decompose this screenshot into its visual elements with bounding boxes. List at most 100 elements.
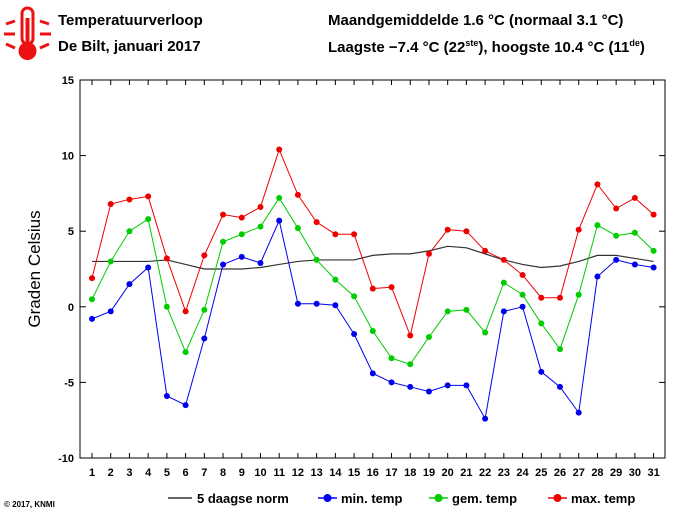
data-point xyxy=(89,315,95,322)
data-point xyxy=(351,231,358,238)
data-point xyxy=(500,308,507,315)
data-point xyxy=(500,279,507,286)
data-point xyxy=(575,291,582,298)
chart-subtitle: De Bilt, januari 2017 xyxy=(58,38,201,55)
data-point xyxy=(163,255,170,262)
legend-swatch-marker xyxy=(434,494,443,502)
data-point xyxy=(613,205,620,212)
x-tick-label: 8 xyxy=(220,467,226,479)
x-tick-label: 6 xyxy=(183,467,189,479)
legend-item: gem. temp xyxy=(429,491,517,506)
data-point xyxy=(407,361,414,368)
x-tick-label: 23 xyxy=(498,467,510,479)
data-point xyxy=(201,335,208,342)
x-tick-label: 20 xyxy=(442,467,454,479)
x-tick-label: 12 xyxy=(292,467,304,479)
x-tick-label: 30 xyxy=(629,467,641,479)
data-point xyxy=(332,302,339,309)
data-point xyxy=(538,294,545,301)
series-max-temp xyxy=(89,146,657,339)
data-point xyxy=(482,247,489,254)
legend-swatch-marker xyxy=(553,494,562,502)
x-tick-label: 19 xyxy=(423,467,435,479)
data-point xyxy=(201,306,208,313)
data-point xyxy=(631,229,638,236)
data-point xyxy=(145,216,152,223)
legend-item: 5 daagse norm xyxy=(168,491,289,506)
data-point xyxy=(163,303,170,310)
data-point xyxy=(276,146,283,153)
x-tick-label: 3 xyxy=(126,467,132,479)
data-point xyxy=(388,379,395,386)
x-tick-label: 21 xyxy=(460,467,472,479)
x-tick-label: 1 xyxy=(89,467,95,479)
data-point xyxy=(557,346,563,353)
plot-frame xyxy=(79,79,666,459)
data-point xyxy=(538,368,545,375)
series-min-temp xyxy=(89,217,657,422)
data-point xyxy=(351,293,358,300)
data-point xyxy=(257,223,264,230)
y-tick-label: 15 xyxy=(62,75,74,87)
extremes-end: ) xyxy=(639,39,645,56)
legend-item: max. temp xyxy=(548,491,635,506)
data-point xyxy=(594,181,601,188)
x-tick-label: 15 xyxy=(348,467,360,479)
x-tick-label: 10 xyxy=(254,467,266,479)
data-point xyxy=(557,383,563,390)
chart-title: Temperatuurverloop xyxy=(58,12,203,29)
data-point xyxy=(369,327,376,334)
data-point xyxy=(463,382,470,389)
data-point xyxy=(238,214,245,221)
data-point xyxy=(294,191,301,198)
month-average: Maandgemiddelde 1.6 °C (normaal 3.1 °C) xyxy=(328,12,624,29)
x-tick-label: 17 xyxy=(385,467,397,479)
x-tick-label: 7 xyxy=(201,467,207,479)
data-point xyxy=(182,349,189,356)
extremes-middle: ), hoogste 10.4 °C (11 xyxy=(478,39,630,56)
x-tick-label: 5 xyxy=(164,467,170,479)
data-point xyxy=(613,232,620,239)
data-point xyxy=(594,273,601,280)
data-point xyxy=(425,334,432,341)
series-line xyxy=(91,219,654,421)
x-tick-label: 26 xyxy=(554,467,566,479)
data-point xyxy=(650,211,657,218)
series-line xyxy=(91,197,654,365)
x-tick-label: 28 xyxy=(591,467,603,479)
x-tick-label: 27 xyxy=(573,467,585,479)
thermometer-icon xyxy=(4,6,51,60)
data-point xyxy=(444,308,451,315)
data-point xyxy=(407,383,414,390)
data-point xyxy=(332,231,339,238)
y-tick-label: -10 xyxy=(58,453,74,465)
data-point xyxy=(107,308,114,315)
x-tick-label: 29 xyxy=(610,467,622,479)
legend-label: gem. temp xyxy=(452,491,517,506)
extremes-prefix: Laagste −7.4 °C (22 xyxy=(328,39,466,56)
series-line xyxy=(91,148,654,338)
data-point xyxy=(369,285,376,292)
data-point xyxy=(313,300,320,307)
data-point xyxy=(294,225,301,232)
extremes-line: Laagste −7.4 °C (22ste), hoogste 10.4 °C… xyxy=(328,38,645,56)
data-point xyxy=(650,247,657,254)
data-point xyxy=(613,256,620,263)
data-point xyxy=(107,258,114,265)
data-point xyxy=(463,228,470,235)
data-point xyxy=(650,264,657,271)
x-tick-label: 24 xyxy=(516,467,529,479)
data-point xyxy=(575,226,582,233)
data-point xyxy=(126,196,133,203)
data-point xyxy=(388,284,395,291)
highest-day-suffix: de xyxy=(629,38,640,48)
data-point xyxy=(351,331,358,338)
x-tick-label: 16 xyxy=(367,467,379,479)
data-point xyxy=(407,332,414,339)
data-point xyxy=(482,415,489,422)
data-point xyxy=(89,296,95,303)
data-point xyxy=(276,217,283,224)
data-point xyxy=(313,219,320,226)
data-point xyxy=(294,300,301,307)
